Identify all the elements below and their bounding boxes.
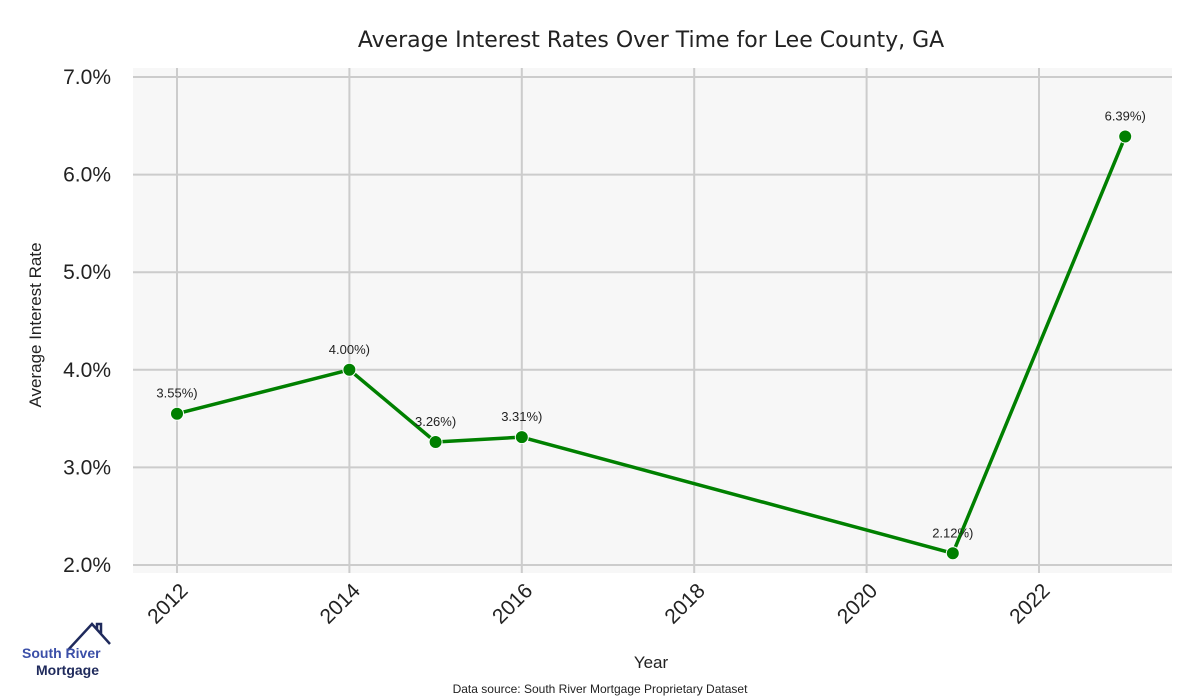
data-point (170, 406, 184, 421)
y-tick-label: 7.0% (63, 66, 111, 89)
plot-area (133, 68, 1172, 573)
y-tick-label: 2.0% (63, 554, 111, 577)
data-point (514, 430, 529, 445)
x-tick-label: 2020 (833, 579, 882, 628)
series-line (176, 135, 1127, 556)
data-label: 2.12%) (932, 525, 973, 540)
y-axis-label: Average Interest Rate (26, 242, 45, 407)
y-axis-ticks: 2.0% 3.0% 4.0% 5.0% 6.0% 7.0% (63, 66, 111, 577)
data-label: 3.26%) (415, 414, 456, 429)
house-roof-icon (67, 622, 111, 651)
x-tick-label: 2018 (660, 579, 709, 628)
data-point (342, 362, 357, 377)
chart-title: Average Interest Rates Over Time for Lee… (358, 28, 944, 53)
data-label: 4.00%) (329, 342, 370, 357)
y-tick-label: 5.0% (63, 261, 111, 284)
data-point (945, 546, 960, 561)
data-label: 3.55%) (156, 386, 197, 401)
x-axis-label: Year (634, 653, 669, 672)
x-axis-ticks: 2012 2014 2016 2018 2020 2022 (143, 579, 1054, 629)
y-tick-label: 3.0% (63, 456, 111, 479)
data-point (1118, 129, 1133, 144)
y-tick-label: 4.0% (63, 359, 111, 382)
data-point (428, 435, 443, 450)
x-tick-label: 2016 (488, 579, 537, 628)
logo-text-line2: Mortgage (36, 662, 99, 678)
logo: South River Mortgage (22, 622, 111, 678)
x-tick-label: 2022 (1005, 579, 1054, 628)
x-tick-label: 2014 (316, 579, 366, 629)
data-source-note: Data source: South River Mortgage Propri… (453, 682, 748, 696)
logo-text-line1: South River (22, 645, 101, 661)
data-label: 6.39%) (1105, 109, 1146, 124)
x-tick-label: 2012 (143, 579, 192, 628)
data-labels: 3.55%) 4.00%) 3.26%) 3.31%) 2.12%) 6.39%) (156, 109, 1145, 541)
grid (133, 68, 1172, 573)
y-tick-label: 6.0% (63, 164, 111, 187)
data-label: 3.31%) (501, 409, 542, 424)
data-points (170, 129, 1133, 561)
